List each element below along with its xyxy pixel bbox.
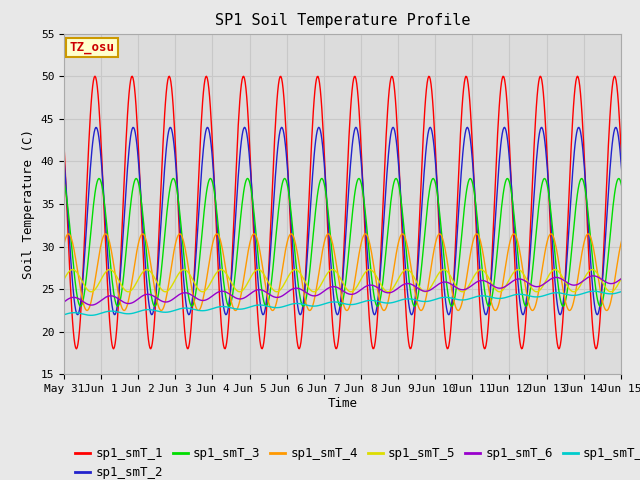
sp1_smT_3 <box>130 181 138 187</box>
sp1_smT_5 <box>241 286 248 291</box>
sp1_smT_3 <box>60 180 68 185</box>
sp1_smT_1 <box>269 168 277 174</box>
sp1_smT_4 <box>291 238 299 243</box>
Line: sp1_smT_1: sp1_smT_1 <box>64 76 640 349</box>
sp1_smT_5 <box>106 267 113 273</box>
sp1_smT_4 <box>130 267 138 273</box>
sp1_smT_3 <box>424 199 432 204</box>
sp1_smT_7 <box>87 312 95 318</box>
sp1_smT_4 <box>422 293 430 299</box>
sp1_smT_3 <box>239 194 246 200</box>
Line: sp1_smT_7: sp1_smT_7 <box>64 289 640 315</box>
sp1_smT_4 <box>510 231 518 237</box>
sp1_smT_7 <box>240 306 248 312</box>
sp1_smT_6 <box>626 272 634 277</box>
sp1_smT_2 <box>239 128 246 134</box>
sp1_smT_6 <box>456 287 464 292</box>
sp1_smT_6 <box>240 295 248 301</box>
sp1_smT_2 <box>268 220 276 226</box>
sp1_smT_1 <box>240 73 248 79</box>
sp1_smT_5 <box>131 282 139 288</box>
sp1_smT_7 <box>60 312 68 318</box>
sp1_smT_7 <box>292 300 300 306</box>
sp1_smT_2 <box>291 274 299 280</box>
Title: SP1 Soil Temperature Profile: SP1 Soil Temperature Profile <box>214 13 470 28</box>
sp1_smT_7 <box>627 287 635 292</box>
Line: sp1_smT_2: sp1_smT_2 <box>64 127 640 315</box>
sp1_smT_4 <box>492 308 499 313</box>
Line: sp1_smT_5: sp1_smT_5 <box>64 270 640 292</box>
sp1_smT_1 <box>292 322 300 328</box>
Line: sp1_smT_4: sp1_smT_4 <box>64 234 640 311</box>
sp1_smT_2 <box>424 131 432 137</box>
sp1_smT_4 <box>60 241 68 247</box>
sp1_smT_3 <box>458 237 465 242</box>
sp1_smT_5 <box>270 288 278 293</box>
sp1_smT_5 <box>292 267 300 273</box>
sp1_smT_6 <box>423 288 431 294</box>
sp1_smT_6 <box>88 302 96 308</box>
Y-axis label: Soil Temperature (C): Soil Temperature (C) <box>22 129 35 279</box>
sp1_smT_6 <box>60 299 68 305</box>
sp1_smT_1 <box>423 80 431 86</box>
sp1_smT_5 <box>458 288 465 294</box>
sp1_smT_2 <box>60 156 68 162</box>
sp1_smT_4 <box>239 281 246 287</box>
sp1_smT_1 <box>131 84 138 90</box>
sp1_smT_3 <box>292 264 300 270</box>
sp1_smT_1 <box>72 346 80 352</box>
X-axis label: Time: Time <box>328 397 357 410</box>
sp1_smT_6 <box>292 285 300 291</box>
sp1_smT_7 <box>269 304 277 310</box>
sp1_smT_1 <box>456 132 464 137</box>
Text: TZ_osu: TZ_osu <box>70 41 115 54</box>
sp1_smT_7 <box>456 297 464 303</box>
Legend: sp1_smT_1, sp1_smT_2, sp1_smT_3, sp1_smT_4, sp1_smT_5, sp1_smT_6, sp1_smT_7: sp1_smT_1, sp1_smT_2, sp1_smT_3, sp1_smT… <box>70 442 640 480</box>
sp1_smT_3 <box>281 176 289 181</box>
sp1_smT_3 <box>262 303 270 309</box>
sp1_smT_2 <box>458 170 465 176</box>
sp1_smT_3 <box>269 264 277 270</box>
sp1_smT_5 <box>124 289 132 295</box>
sp1_smT_4 <box>456 306 463 312</box>
sp1_smT_6 <box>269 294 277 300</box>
sp1_smT_5 <box>424 288 432 293</box>
sp1_smT_7 <box>131 310 138 316</box>
sp1_smT_4 <box>268 308 276 313</box>
sp1_smT_6 <box>131 299 138 304</box>
sp1_smT_1 <box>60 142 68 147</box>
Line: sp1_smT_6: sp1_smT_6 <box>64 275 640 305</box>
Line: sp1_smT_3: sp1_smT_3 <box>64 179 640 306</box>
sp1_smT_2 <box>371 312 378 318</box>
sp1_smT_2 <box>130 125 138 131</box>
sp1_smT_7 <box>423 299 431 304</box>
sp1_smT_5 <box>60 276 68 282</box>
sp1_smT_2 <box>389 124 397 130</box>
